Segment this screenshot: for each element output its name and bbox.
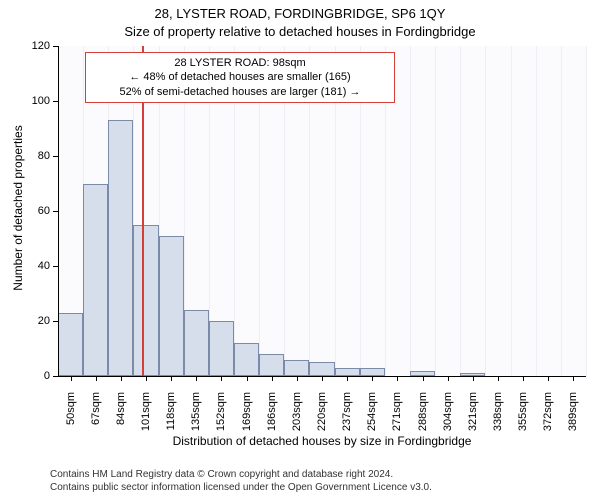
- histogram-bar: [234, 343, 259, 376]
- footer-line: Contains public sector information licen…: [50, 482, 432, 495]
- x-tick-label: 389sqm: [567, 392, 579, 442]
- x-tick-label: 254sqm: [366, 392, 378, 442]
- x-tick-label: 50sqm: [65, 392, 77, 442]
- x-tick-label: 118sqm: [165, 392, 177, 442]
- footer-attribution: Contains HM Land Registry data © Crown c…: [50, 469, 432, 494]
- histogram-bar: [83, 184, 108, 377]
- footer-line: Contains HM Land Registry data © Crown c…: [50, 469, 432, 482]
- x-tick-label: 338sqm: [492, 392, 504, 442]
- annotation-line: 28 LYSTER ROAD: 98sqm: [92, 56, 388, 70]
- histogram-bar: [209, 321, 234, 376]
- y-tick-label: 0: [20, 370, 50, 382]
- histogram-bar: [159, 236, 184, 376]
- y-tick-label: 20: [20, 315, 50, 327]
- annotation-line: 52% of semi-detached houses are larger (…: [92, 85, 388, 99]
- x-tick-label: 169sqm: [241, 392, 253, 442]
- histogram-bar: [259, 354, 284, 376]
- x-tick-label: 152sqm: [215, 392, 227, 442]
- x-tick-label: 321sqm: [467, 392, 479, 442]
- x-tick-label: 220sqm: [316, 392, 328, 442]
- x-tick-label: 271sqm: [391, 392, 403, 442]
- chart-title-main: 28, LYSTER ROAD, FORDINGBRIDGE, SP6 1QY: [0, 6, 600, 21]
- x-tick-label: 237sqm: [341, 392, 353, 442]
- x-tick-label: 67sqm: [90, 392, 102, 442]
- x-tick-label: 288sqm: [417, 392, 429, 442]
- x-tick-label: 372sqm: [542, 392, 554, 442]
- histogram-bar: [284, 360, 309, 377]
- histogram-bar: [108, 120, 133, 376]
- chart-container: 28, LYSTER ROAD, FORDINGBRIDGE, SP6 1QY …: [0, 0, 600, 500]
- x-tick-label: 84sqm: [115, 392, 127, 442]
- chart-title-sub: Size of property relative to detached ho…: [0, 24, 600, 39]
- x-tick-label: 304sqm: [442, 392, 454, 442]
- y-tick-label: 80: [20, 150, 50, 162]
- x-tick-label: 135sqm: [190, 392, 202, 442]
- y-tick-label: 60: [20, 205, 50, 217]
- histogram-bar: [335, 368, 360, 376]
- annotation-line: ← 48% of detached houses are smaller (16…: [92, 70, 388, 84]
- histogram-bar: [58, 313, 83, 376]
- annotation-box: 28 LYSTER ROAD: 98sqm ← 48% of detached …: [85, 52, 395, 103]
- x-tick-label: 101sqm: [140, 392, 152, 442]
- histogram-bar: [309, 362, 334, 376]
- histogram-bar: [360, 368, 385, 376]
- y-tick-label: 120: [20, 40, 50, 52]
- y-tick-label: 40: [20, 260, 50, 272]
- x-tick-label: 355sqm: [517, 392, 529, 442]
- x-tick-label: 186sqm: [266, 392, 278, 442]
- y-tick-label: 100: [20, 95, 50, 107]
- histogram-bar: [184, 310, 209, 376]
- histogram-bar: [133, 225, 158, 376]
- x-tick-label: 203sqm: [291, 392, 303, 442]
